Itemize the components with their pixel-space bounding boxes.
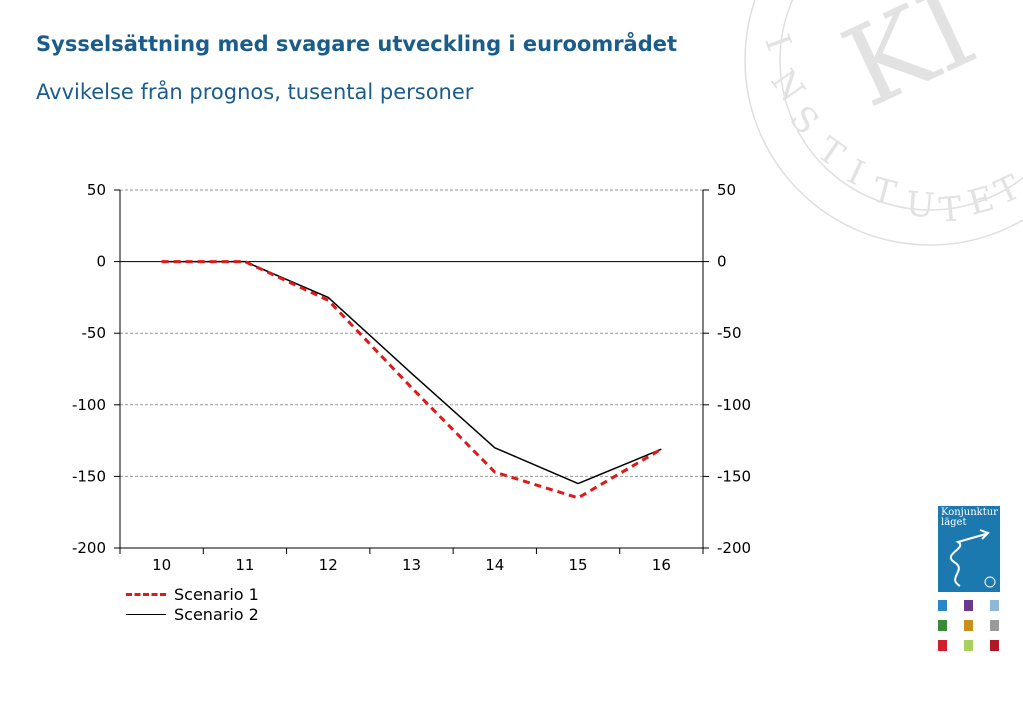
cover-title: Konjunktur läget — [941, 507, 998, 528]
legend-item-scenario-2: Scenario 2 — [126, 604, 259, 624]
chart-title: Sysselsättning med svagare utveckling i … — [36, 32, 678, 56]
legend-swatch-scenario-1 — [126, 592, 166, 596]
svg-text:U: U — [904, 184, 936, 226]
x-tick-label: 16 — [652, 556, 671, 574]
svg-text:T: T — [937, 189, 963, 231]
legend-label-scenario-1: Scenario 1 — [174, 584, 259, 604]
y-tick-label-left: -50 — [82, 324, 107, 342]
x-tick-label: 15 — [569, 556, 588, 574]
x-tick-label: 13 — [402, 556, 421, 574]
series-line-scenario-2 — [161, 260, 662, 485]
x-tick-label: 11 — [235, 556, 254, 574]
y-tick-label-left: -150 — [72, 467, 106, 485]
chart-subtitle: Avvikelse från prognos, tusental persone… — [36, 80, 474, 104]
publication-thumbnail — [990, 620, 999, 631]
grid-lines — [120, 189, 703, 477]
y-tick-label-left: -200 — [72, 539, 106, 557]
legend: Scenario 1 Scenario 2 — [126, 584, 259, 624]
publication-thumbnail — [964, 600, 973, 611]
y-tick-label-right: -50 — [717, 324, 742, 342]
publication-thumbnail — [938, 640, 947, 651]
series-lines — [161, 260, 663, 500]
publication-thumbnail — [964, 640, 973, 651]
axes — [114, 189, 709, 554]
publication-thumbnail — [964, 620, 973, 631]
y-tick-label-left: 50 — [87, 181, 106, 199]
cover-arrow-icon — [949, 529, 996, 588]
series-line-scenario-1 — [161, 260, 663, 500]
x-tick-label: 12 — [319, 556, 338, 574]
publication-thumbnail — [990, 600, 999, 611]
publication-thumbnail — [990, 640, 999, 651]
y-tick-label-left: -100 — [72, 396, 106, 414]
legend-swatch-scenario-2 — [126, 613, 166, 615]
tick-labels: 50 50 0 0 -50 -50 -100 -100 -150 -150 -200 -200 10 11… — [72, 181, 751, 574]
konjunkturlaget-cover-logo: Konjunktur läget — [938, 506, 1000, 592]
y-tick-label-left: 0 — [96, 253, 106, 271]
y-tick-label-right: 50 — [717, 181, 736, 199]
x-tick-label: 10 — [152, 556, 171, 574]
y-tick-label-right: -150 — [717, 467, 751, 485]
legend-item-scenario-1: Scenario 1 — [126, 584, 259, 604]
y-tick-label-right: -100 — [717, 396, 751, 414]
y-tick-label-right: 0 — [717, 253, 727, 271]
y-tick-label-right: -200 — [717, 539, 751, 557]
publication-thumbnail — [938, 620, 947, 631]
publication-thumbnail — [938, 600, 947, 611]
publication-thumbnails — [938, 600, 1000, 656]
institute-seal-logo: I N S T I T U T E T KI — [744, 0, 1023, 246]
legend-label-scenario-2: Scenario 2 — [174, 604, 259, 624]
x-tick-label: 14 — [485, 556, 504, 574]
